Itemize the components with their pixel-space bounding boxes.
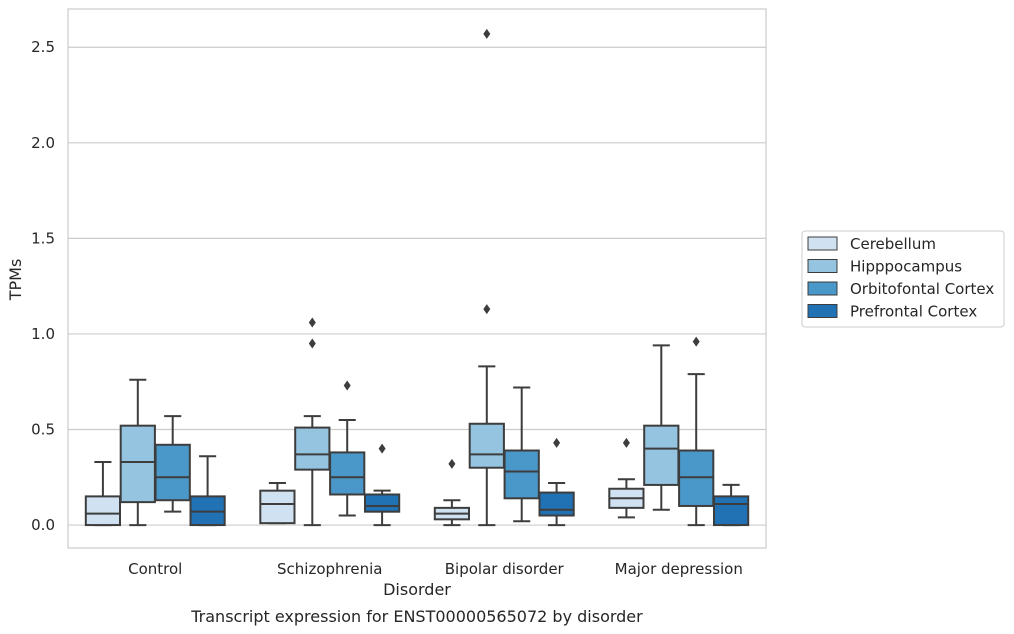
- x-tick-label: Control: [128, 560, 182, 578]
- box-prefrontal-cortex-3: [712, 483, 750, 527]
- box-plots: [84, 28, 750, 527]
- box-body: [259, 489, 296, 525]
- legend: Cerebellum Hipppocampus Orbitofontal Corte…: [801, 230, 1005, 328]
- y-tick-label: 1.0: [31, 325, 55, 343]
- legend-swatch: [807, 281, 838, 296]
- x-tick-label: Schizophrenia: [277, 560, 382, 578]
- box-body: [119, 424, 156, 504]
- box-cerebellum-3: [608, 437, 645, 519]
- box-body: [503, 449, 540, 500]
- y-tick-labels: 0.0 0.5 1.0 1.5 2.0 2.5: [31, 38, 55, 534]
- y-tick-label: 2.0: [31, 134, 55, 152]
- legend-label: Cerebellum: [850, 235, 936, 253]
- x-axis-title: Disorder: [383, 580, 451, 599]
- box-body: [468, 422, 505, 469]
- outlier-point: [448, 458, 456, 469]
- box-body: [363, 493, 401, 513]
- outlier-point: [308, 338, 316, 349]
- outlier-point: [308, 317, 316, 328]
- box-body: [643, 424, 680, 486]
- legend-swatch: [807, 259, 838, 273]
- y-tick-label: 1.5: [31, 229, 55, 247]
- box-cerebellum-2: [433, 458, 471, 527]
- y-axis-title: TPMs: [6, 259, 25, 302]
- box-body: [329, 451, 366, 496]
- x-tick-labels: Control Schizophrenia Bipolar disorder Majo…: [128, 560, 743, 578]
- box-prefrontal-cortex-1: [363, 443, 401, 527]
- y-tick-label: 0.5: [31, 420, 55, 438]
- box-hipppocampus-0: [119, 378, 156, 527]
- outlier-point: [483, 304, 491, 315]
- outlier-point: [622, 437, 630, 448]
- x-tick-label: Major depression: [615, 560, 743, 578]
- y-tick-label: 2.5: [31, 38, 55, 56]
- legend-swatch: [807, 236, 838, 251]
- legend-label: Prefrontal Cortex: [850, 303, 977, 321]
- legend-frame: [801, 230, 1005, 328]
- box-prefrontal-cortex-0: [189, 455, 226, 527]
- outlier-point: [483, 28, 491, 39]
- box-hipppocampus-2: [468, 28, 505, 527]
- box-prefrontal-cortex-2: [538, 437, 575, 527]
- legend-swatch: [807, 304, 838, 318]
- outlier-point: [553, 437, 561, 448]
- box-hipppocampus-1: [294, 317, 331, 527]
- x-tick-label: Bipolar disorder: [445, 560, 565, 578]
- figure-caption: Transcript expression for ENST0000056507…: [190, 607, 643, 626]
- box-orbitofontal-cortex-3: [678, 336, 715, 527]
- outlier-point: [378, 443, 386, 454]
- box-orbitofontal-cortex-2: [503, 386, 540, 523]
- box-hipppocampus-3: [643, 344, 680, 511]
- box-body: [84, 495, 122, 527]
- gridlines: [68, 46, 766, 526]
- plot-area-frame: [67, 8, 767, 549]
- y-tick-label: 0.0: [31, 516, 55, 534]
- box-cerebellum-0: [84, 460, 122, 527]
- outlier-point: [343, 380, 351, 391]
- box-body: [712, 495, 750, 527]
- legend-label: Hipppocampus: [850, 258, 962, 276]
- box-body: [154, 443, 191, 502]
- box-body: [294, 426, 331, 471]
- legend-label: Orbitofontal Cortex: [850, 280, 994, 298]
- box-cerebellum-1: [259, 482, 296, 525]
- box-body: [538, 491, 575, 517]
- outlier-point: [692, 336, 700, 347]
- box-orbitofontal-cortex-1: [329, 380, 366, 517]
- box-orbitofontal-cortex-0: [154, 415, 191, 513]
